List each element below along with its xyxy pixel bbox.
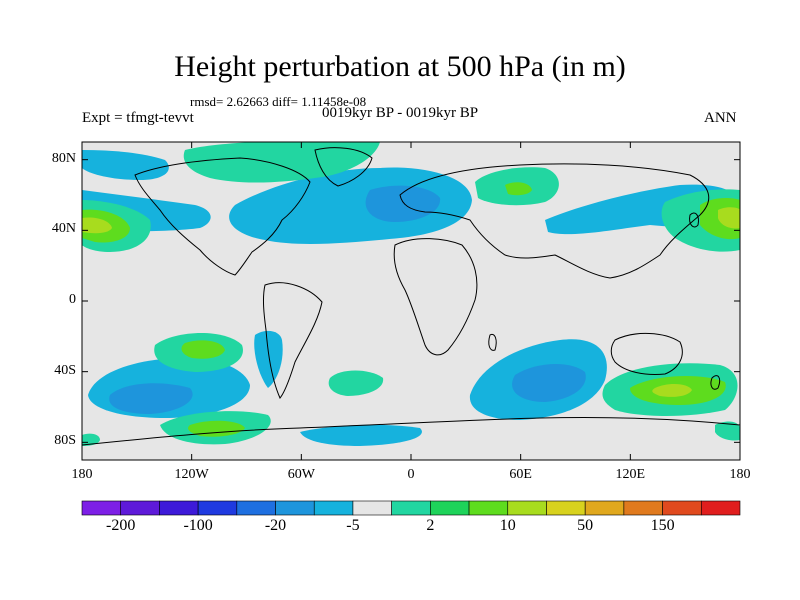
y-tick-label: 40N: [51, 221, 76, 237]
colorbar-label: 150: [650, 517, 675, 534]
siberia-core: [505, 182, 532, 196]
contour-field: [82, 142, 740, 446]
y-tick-label: 80S: [54, 433, 76, 449]
south-pacific-core: [109, 383, 193, 414]
west-pacific-strong-core: [82, 217, 112, 234]
season-label: ANN: [704, 110, 737, 126]
x-tick-label: 60W: [287, 467, 315, 482]
antarctic-atlantic-band: [300, 424, 422, 446]
colorbar-box: [584, 500, 625, 516]
x-tick-label: 180: [729, 467, 751, 482]
south-atlantic-ridge: [328, 370, 384, 396]
japan-coastline: [689, 212, 699, 228]
y-tick-label: 80N: [51, 150, 76, 166]
antarctic-west-patch: [82, 433, 100, 446]
greenland-coastline: [314, 147, 373, 187]
y-axis-ticks: [82, 159, 740, 443]
colorbar-label: -20: [264, 517, 287, 534]
colorbar-box: [391, 500, 431, 516]
colorbar-box: [236, 500, 276, 516]
madagascar-coastline: [488, 333, 497, 351]
colorbar-box: [159, 500, 199, 516]
colorbar-box: [81, 500, 122, 516]
colorbar-box: [275, 500, 315, 516]
south-america-west-band: [254, 330, 283, 388]
colorbar-label: 50: [577, 517, 594, 534]
arctic-canada-ridge: [183, 142, 380, 183]
colorbar-box: [430, 500, 470, 516]
antarctic-pacific-core: [188, 420, 245, 437]
australia-coastline: [610, 332, 683, 375]
colorbar-box: [623, 500, 663, 516]
south-america-coastline: [262, 282, 323, 399]
rmsd-diff-stats: rmsd= 2.62663 diff= 1.11458e-08: [190, 94, 367, 109]
strong-positive-cores: [82, 207, 740, 397]
north-pacific-strong-core: [718, 207, 740, 229]
colorbar-label: -5: [346, 517, 360, 534]
africa-coastline: [393, 238, 478, 356]
positive-anomaly-regions: [82, 142, 740, 446]
colorbar-box: [120, 500, 160, 516]
south-pacific-ridge-core: [181, 340, 225, 359]
colorbar: [81, 500, 741, 516]
period-label: 0019kyr BP - 0019kyr BP: [322, 105, 479, 121]
experiment-label: Expt = tfmgt-tevvt: [82, 110, 194, 126]
x-tick-label: 120E: [615, 467, 646, 482]
europe-trough-core: [365, 185, 441, 222]
negative-anomaly-cores: [109, 185, 586, 414]
x-tick-label: 0: [407, 467, 415, 482]
colorbar-box: [700, 500, 741, 516]
colorbar-label: -100: [183, 517, 213, 534]
colorbar-box: [352, 500, 392, 516]
colorbar-box: [468, 500, 509, 516]
colorbar-box: [546, 500, 586, 516]
x-tick-label: 60E: [509, 467, 532, 482]
north-atlantic-subtropical: [82, 150, 169, 180]
colorbar-label: 10: [499, 517, 516, 534]
colorbar-box: [197, 500, 238, 516]
y-tick-label: 40S: [54, 362, 76, 378]
colorbar-label: 2: [426, 517, 435, 534]
colorbar-box: [662, 500, 702, 516]
colorbar-box: [507, 500, 547, 516]
colorbar-label: -200: [106, 517, 136, 534]
x-tick-label: 180: [71, 467, 93, 482]
southern-ocean-core: [512, 364, 586, 402]
plot-title: Height perturbation at 500 hPa (in m): [174, 50, 626, 83]
colorbar-box: [313, 500, 354, 516]
y-tick-label: 0: [69, 292, 76, 307]
x-tick-label: 120W: [174, 467, 209, 482]
antarctic-east-patch: [715, 421, 740, 441]
southwest-pacific-strong-core: [652, 384, 692, 397]
coastlines: [82, 147, 740, 446]
eurasia-coastline: [399, 163, 710, 279]
new-zealand-coastline: [710, 375, 721, 390]
x-axis-ticks: [81, 142, 741, 460]
north-america-coastline: [134, 157, 311, 276]
antarctica-coastline: [82, 416, 740, 446]
